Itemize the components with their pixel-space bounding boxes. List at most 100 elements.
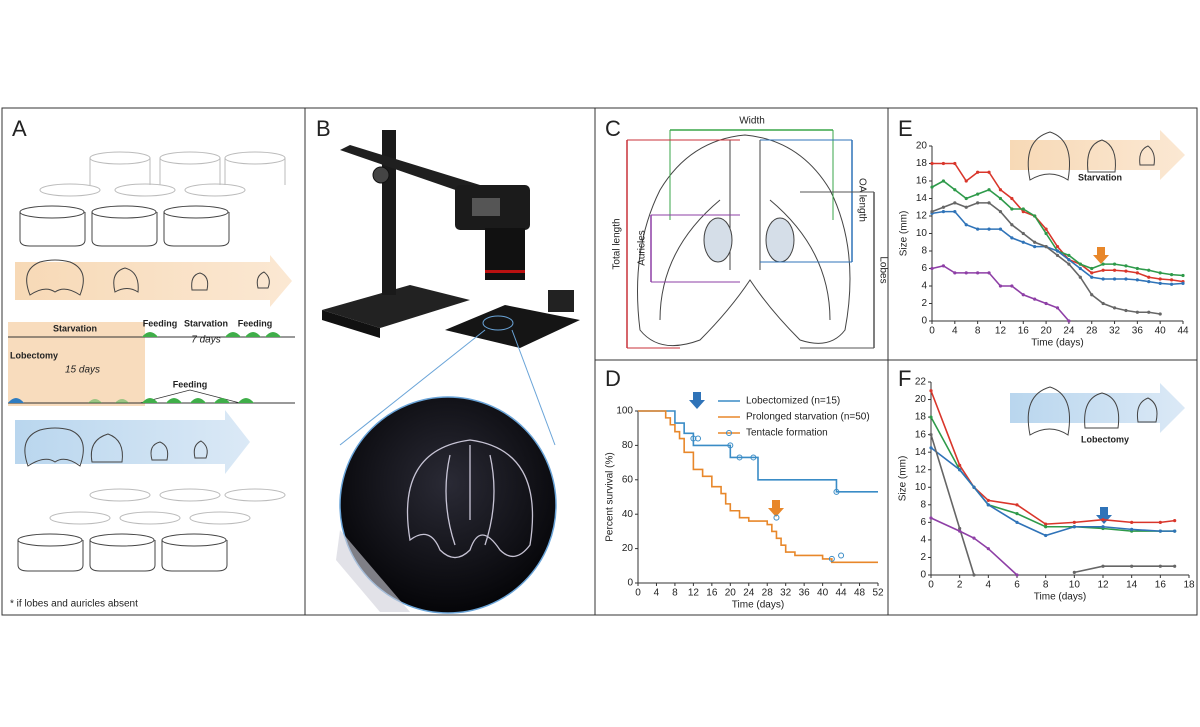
marker <box>838 552 845 559</box>
point <box>1015 520 1019 524</box>
point <box>1055 253 1060 257</box>
y-tick-label: 14 <box>915 447 927 458</box>
point <box>986 503 990 507</box>
x-tick-label: 36 <box>799 588 811 599</box>
point <box>1173 529 1177 533</box>
point <box>929 446 933 450</box>
point <box>1101 301 1105 306</box>
timeline-label: Feeding <box>173 379 208 389</box>
point <box>930 161 934 166</box>
event-arrow <box>689 392 705 409</box>
y-tick-label: 100 <box>616 406 633 417</box>
stand-base <box>322 310 380 338</box>
point <box>1112 268 1117 272</box>
point <box>976 271 980 275</box>
point <box>1010 236 1014 240</box>
x-tick-label: 2 <box>957 580 963 591</box>
marker <box>736 454 743 461</box>
timeline-label: Lobectomy <box>10 350 58 360</box>
y-tick-label: 8 <box>921 246 927 257</box>
beakers-back <box>49 488 286 525</box>
y-tick-label: 40 <box>622 509 634 520</box>
series-line <box>638 410 878 564</box>
point <box>929 415 933 419</box>
point <box>972 536 976 540</box>
point <box>1033 245 1037 249</box>
panel-label: B <box>316 116 331 141</box>
point <box>941 205 946 209</box>
y-tick-label: 0 <box>920 570 926 581</box>
x-tick-label: 24 <box>1063 326 1075 337</box>
starvation-arrow <box>15 255 292 307</box>
x-tick-label: 0 <box>928 580 934 591</box>
point <box>929 433 933 437</box>
point <box>1124 269 1128 273</box>
point <box>1044 231 1048 236</box>
point <box>987 227 991 231</box>
y-tick-label: 22 <box>915 377 927 388</box>
point <box>1010 207 1014 211</box>
feeding-marks <box>88 398 254 403</box>
x-tick-label: 0 <box>929 326 935 337</box>
point <box>941 210 946 214</box>
y-tick-label: 80 <box>622 440 634 451</box>
point <box>1112 306 1117 310</box>
point <box>987 271 991 275</box>
point <box>998 210 1003 214</box>
series-line <box>931 265 1070 322</box>
point <box>1044 301 1048 306</box>
point <box>1072 520 1076 524</box>
x-axis-label: Time (days) <box>1031 338 1083 349</box>
measure-label: Auricles <box>637 230 648 266</box>
point <box>1072 525 1076 529</box>
point <box>1101 525 1105 529</box>
timeline-label: Starvation <box>184 318 228 328</box>
point <box>1090 293 1094 297</box>
y-tick-label: 4 <box>920 535 926 546</box>
point <box>1181 273 1185 278</box>
point <box>958 463 962 467</box>
x-tick-label: 4 <box>952 326 958 337</box>
point <box>1067 258 1071 262</box>
point <box>1169 282 1174 286</box>
zoom-line <box>511 329 556 446</box>
dish <box>482 315 514 331</box>
x-axis-label: Time (days) <box>732 600 784 611</box>
y-tick-label: 18 <box>916 158 928 169</box>
point <box>1021 293 1025 297</box>
x-tick-label: 28 <box>762 588 774 599</box>
point <box>941 179 946 183</box>
point <box>972 485 976 489</box>
panel-label: C <box>605 116 621 141</box>
marker <box>828 555 835 562</box>
point <box>1158 564 1162 568</box>
point <box>953 271 957 275</box>
y-tick-label: 10 <box>916 228 928 239</box>
point <box>986 498 990 503</box>
stand-arm <box>340 145 480 195</box>
y-tick-label: 18 <box>915 412 927 423</box>
beakers-back <box>39 151 286 197</box>
y-tick-label: 8 <box>920 499 926 510</box>
point <box>929 516 933 520</box>
annotation: Starvation <box>1078 172 1122 182</box>
point <box>1101 262 1105 266</box>
point <box>1169 278 1174 282</box>
lobectomy-mark <box>8 398 24 403</box>
x-tick-label: 18 <box>1183 580 1195 591</box>
annotation: Lobectomy <box>1081 434 1129 444</box>
point <box>1090 275 1094 279</box>
point <box>1173 519 1177 523</box>
point <box>1078 262 1082 266</box>
x-tick-label: 20 <box>725 588 737 599</box>
stand-base <box>322 285 470 328</box>
series-line <box>931 202 1161 315</box>
y-tick-label: 0 <box>627 578 633 589</box>
point <box>1130 520 1134 524</box>
y-tick-label: 10 <box>915 482 927 493</box>
point <box>930 266 934 271</box>
y-tick-label: 16 <box>916 176 928 187</box>
point <box>1090 271 1094 275</box>
point <box>1173 564 1177 568</box>
footnote: * if lobes and auricles absent <box>10 599 138 610</box>
